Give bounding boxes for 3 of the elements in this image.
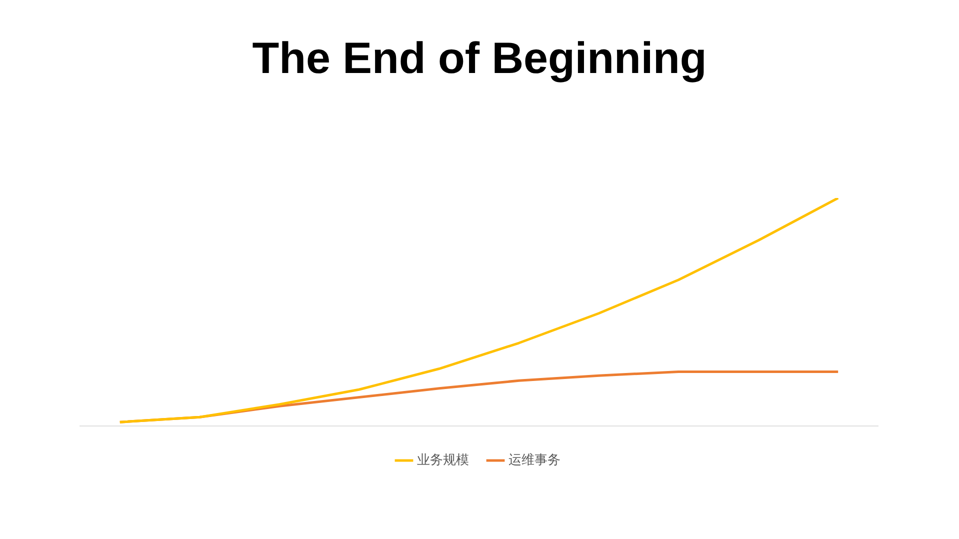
legend-label: 运维事务 (508, 452, 560, 468)
legend-label: 业务规模 (417, 452, 469, 468)
chart-title: The End of Beginning (251, 34, 708, 84)
